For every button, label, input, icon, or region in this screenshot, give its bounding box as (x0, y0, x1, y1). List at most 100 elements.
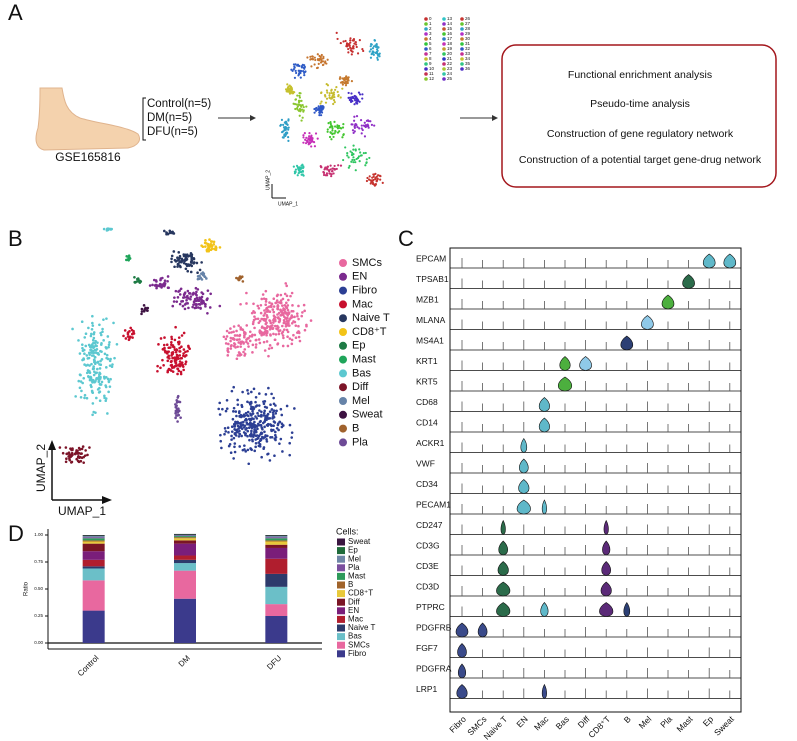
cell-dot (83, 352, 86, 356)
cell-label: Naive T (482, 714, 510, 741)
cell-dot (237, 324, 240, 327)
cell-dot (320, 109, 323, 113)
cell-dot (303, 65, 307, 69)
cell-dot (279, 123, 283, 126)
cell-dot (350, 153, 354, 157)
violin (500, 519, 506, 535)
cell-dot (259, 424, 263, 427)
cell-dot (243, 352, 247, 356)
cell-dot (68, 455, 72, 458)
violin (600, 581, 612, 597)
bar-segment (174, 543, 196, 556)
cell-dot (253, 426, 257, 429)
cell-dot (335, 167, 338, 171)
violin (682, 274, 695, 289)
cell-dot (232, 406, 236, 410)
legend-label: 10 (429, 66, 435, 71)
cell-dot (87, 326, 90, 330)
violin (623, 601, 631, 617)
y-tick-label: 0.75 (34, 559, 43, 564)
cell-dot (277, 311, 281, 315)
bar-segment (265, 540, 288, 542)
gene-label: MS4A1 (416, 335, 444, 345)
cell-dot (369, 45, 372, 48)
cell-dot (279, 301, 283, 305)
cell-dot (245, 302, 248, 305)
cell-dot (217, 407, 221, 411)
cell-dot (252, 318, 256, 322)
cell-dot (241, 423, 245, 427)
cell-dot (177, 336, 181, 339)
cell-dot (314, 58, 317, 62)
cell-dot (295, 164, 299, 167)
cell-dot (328, 94, 331, 97)
cell-dot (292, 320, 295, 323)
cell-dot (330, 89, 333, 92)
cell-dot (189, 251, 193, 255)
cell-dot (258, 445, 262, 448)
legend-label: 36 (465, 66, 471, 71)
cell-dot (87, 356, 91, 360)
cell-dot (222, 335, 226, 339)
cell-dot (111, 363, 114, 366)
cell-dot (283, 292, 287, 296)
cell-dot (227, 444, 231, 448)
gene-label: KRT1 (416, 356, 438, 366)
cell-dot (107, 343, 111, 347)
violin (455, 622, 469, 638)
cell-dot (267, 347, 271, 350)
cell-dot (287, 126, 290, 129)
cell-dot (266, 434, 269, 438)
gene-label: CD3G (416, 540, 440, 550)
cell-dot (163, 229, 166, 233)
cell-dot (345, 81, 348, 84)
cell-dot (105, 353, 109, 357)
cell-dot (182, 368, 185, 372)
cell-dot (186, 269, 190, 273)
cell-dot (79, 380, 83, 383)
cell-dot (338, 77, 341, 80)
cell-dot (259, 311, 263, 315)
cell-dot (76, 455, 80, 459)
cell-dot (219, 439, 223, 443)
legend-label: Bas (348, 632, 362, 641)
cell-dot (309, 142, 312, 145)
cell-dot (268, 301, 271, 304)
cell-dot (342, 123, 345, 126)
cell-dot (374, 172, 377, 175)
cell-dot (130, 328, 134, 332)
cell-dot (102, 318, 105, 321)
cell-dot (176, 296, 180, 299)
cell-label: CD8⁺T (586, 714, 612, 740)
cell-dot (272, 415, 276, 419)
cell-dot (146, 309, 149, 312)
cell-dot (329, 122, 332, 126)
cell-dot (123, 329, 127, 332)
cell-dot (182, 352, 185, 355)
cell-dot (174, 403, 177, 406)
cell-dot (347, 156, 350, 159)
cell-dot (89, 375, 92, 379)
bar-segment (265, 586, 288, 605)
legend-dot (442, 72, 446, 76)
violin (603, 519, 609, 535)
cell-dot (188, 347, 191, 351)
cell-dot (301, 311, 304, 314)
legend-label: 3 (429, 31, 432, 36)
cell-dot (291, 304, 294, 307)
cell-dot (95, 396, 98, 400)
cell-dot (274, 433, 277, 437)
cell-dot (287, 312, 291, 316)
cell-dot (300, 314, 304, 318)
cell-dot (204, 239, 207, 242)
bar-segment (265, 573, 288, 587)
cell-dot (285, 317, 288, 321)
cell-dot (127, 338, 131, 342)
cell-dot (254, 343, 258, 346)
cell-dot (210, 244, 214, 248)
cell-dot (245, 291, 248, 295)
cell-dot (107, 380, 111, 384)
legend-dot (339, 355, 347, 364)
legend-dot (442, 17, 446, 21)
cell-dot (324, 101, 328, 104)
